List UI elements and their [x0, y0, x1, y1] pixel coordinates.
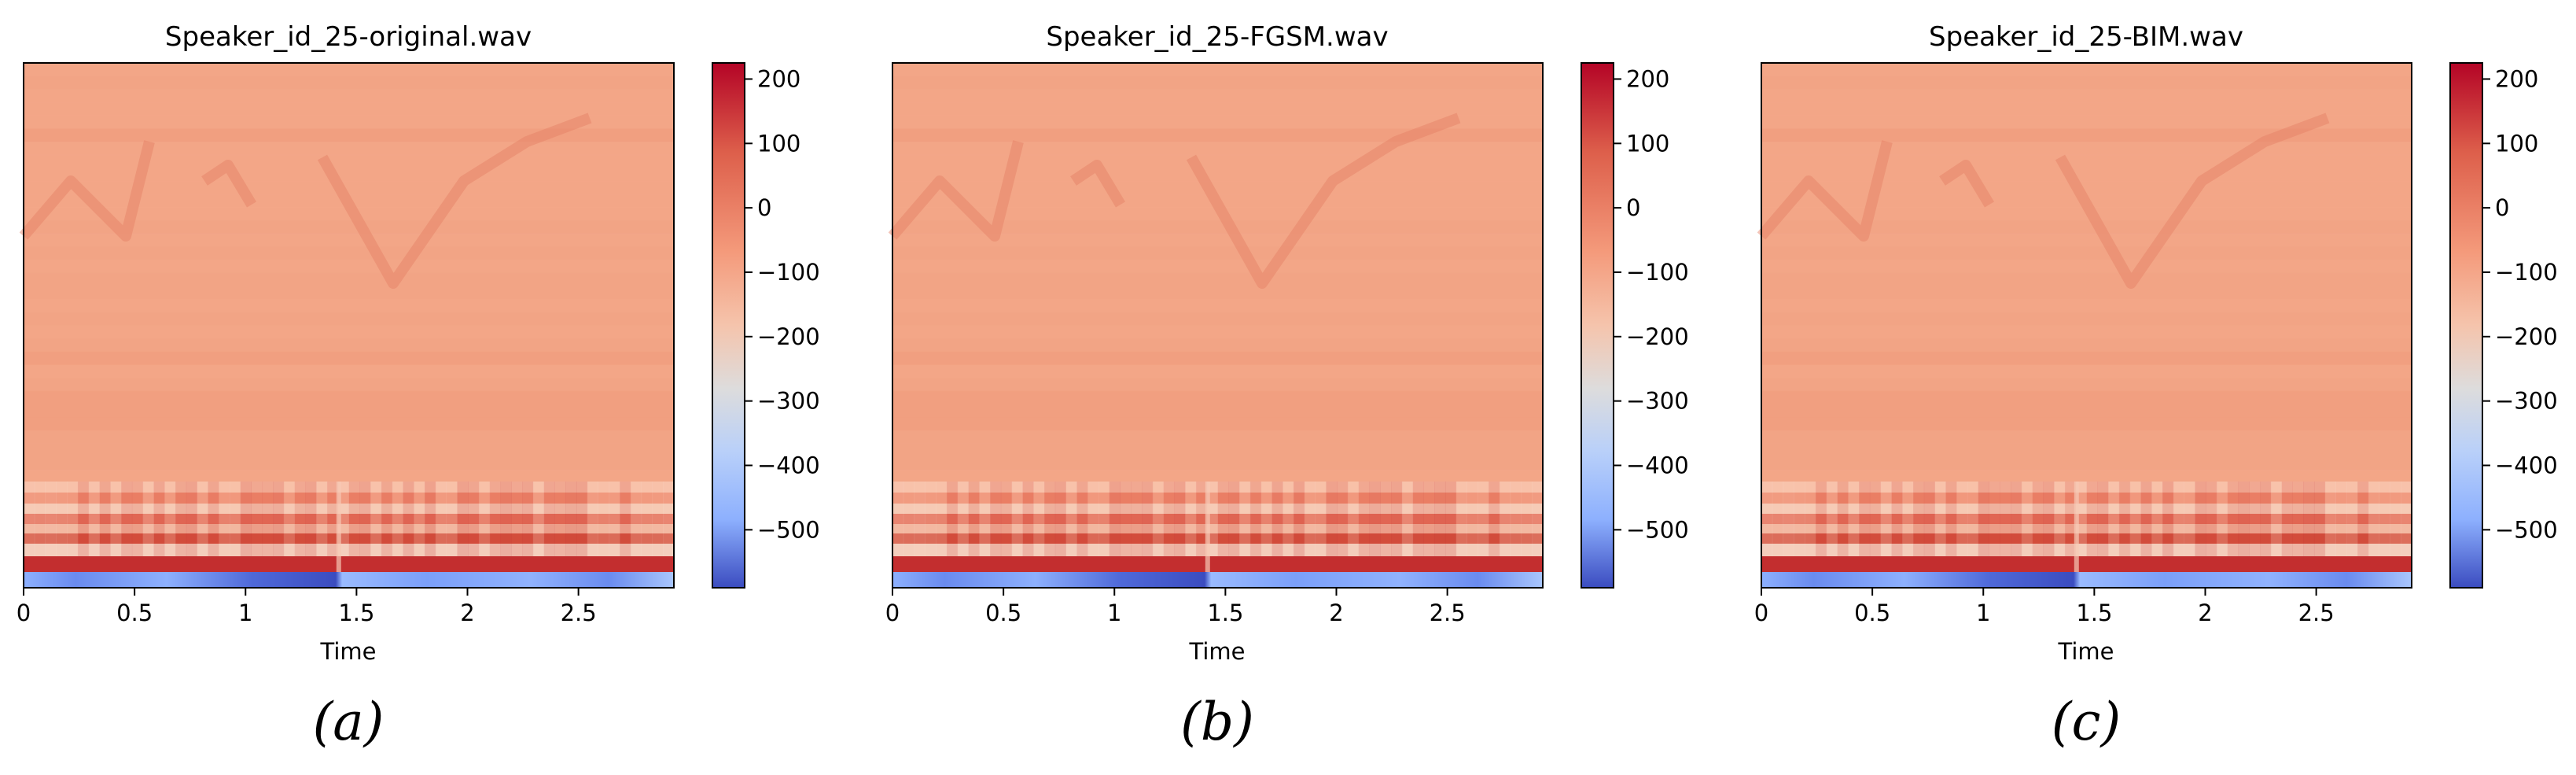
colorbar-tick-label: −400	[1626, 452, 1689, 479]
panel-caption: (a)	[313, 692, 385, 752]
x-tick-label: 1	[1107, 600, 1121, 626]
x-axis-label: Time	[1189, 638, 1246, 665]
colorbar-tick-label: 100	[757, 130, 800, 157]
colorbar-tick-label: 0	[1626, 194, 1640, 221]
x-tick-label: 1.5	[338, 600, 374, 626]
x-axis-label: Time	[320, 638, 377, 665]
colorbar-axis: 200 100 0 −100 −200 −300 −400 −500	[745, 65, 820, 543]
colorbar-tick-label: −200	[2495, 323, 2558, 350]
x-tick-label: 1.5	[1207, 600, 1243, 626]
colorbar-tick-label: −100	[2495, 259, 2558, 286]
x-axis-label: Time	[2058, 638, 2114, 665]
colorbar-tick-label: 0	[757, 194, 771, 221]
x-tick-label: 0.5	[1854, 600, 1890, 626]
colorbar-tick-label: 200	[2495, 65, 2538, 92]
x-axis: 0 0.5 1 1.5 2 2.5	[885, 588, 1466, 626]
colorbar-tick-label: −400	[757, 452, 820, 479]
x-tick-label: 1	[1976, 600, 1990, 626]
colorbar-tick-label: −200	[1626, 323, 1689, 350]
x-axis: 0 0.5 1 1.5 2 2.5	[17, 588, 597, 626]
colorbar-tick-label: −400	[2495, 452, 2558, 479]
chart-title: Speaker_id_25-original.wav	[165, 21, 532, 53]
x-axis: 0 0.5 1 1.5 2 2.5	[1754, 588, 2335, 626]
colorbar	[712, 62, 745, 589]
colorbar-tick-label: 0	[2495, 194, 2509, 221]
x-tick-label: 2	[460, 600, 474, 626]
colorbar-tick-label: −300	[2495, 388, 2558, 415]
panel-caption: (c)	[2052, 692, 2121, 752]
colorbar-tick-label: −100	[757, 259, 820, 286]
colorbar-tick-label: −300	[757, 388, 820, 415]
panel-a: Speaker_id_25-original.wav 0 0.5 1 1.5 2 2.5 …	[17, 21, 820, 752]
colorbar-tick-label: 200	[757, 65, 800, 92]
colorbar-tick-label: −200	[757, 323, 820, 350]
colorbar	[1581, 62, 1614, 589]
x-tick-label: 0.5	[116, 600, 153, 626]
x-tick-label: 2.5	[1430, 600, 1466, 626]
x-tick-label: 0	[885, 600, 900, 626]
heatmap-c	[1757, 63, 2412, 588]
x-tick-label: 0.5	[985, 600, 1021, 626]
heatmap-b	[888, 63, 1544, 588]
x-tick-label: 1	[238, 600, 252, 626]
colorbar-tick-label: −500	[2495, 516, 2558, 543]
heatmap-a	[19, 63, 675, 588]
colorbar-tick-label: −500	[757, 516, 820, 543]
colorbar-tick-label: −500	[1626, 516, 1689, 543]
x-tick-label: 2.5	[561, 600, 597, 626]
colorbar-tick-label: 100	[1626, 130, 1669, 157]
plot-frame	[23, 62, 675, 589]
colorbar-tick-label: 100	[2495, 130, 2538, 157]
plot-frame	[892, 62, 1544, 589]
chart-title: Speaker_id_25-FGSM.wav	[1046, 21, 1388, 53]
x-tick-label: 2	[2198, 600, 2212, 626]
colorbar-tick-label: −300	[1626, 388, 1689, 415]
x-tick-label: 0	[17, 600, 31, 626]
colorbar-tick-label: −100	[1626, 259, 1689, 286]
colorbar-axis: 200 100 0 −100 −200 −300 −400 −500	[2482, 65, 2558, 543]
panel-b: Speaker_id_25-FGSM.wav 0 0.5 1 1.5 2 2.5 Time…	[885, 21, 1689, 752]
colorbar	[2449, 62, 2483, 589]
x-tick-label: 1.5	[2076, 600, 2112, 626]
colorbar-tick-label: 200	[1626, 65, 1669, 92]
x-tick-label: 2	[1329, 600, 1343, 626]
x-tick-label: 2.5	[2298, 600, 2335, 626]
x-tick-label: 0	[1754, 600, 1768, 626]
chart-title: Speaker_id_25-BIM.wav	[1929, 21, 2243, 53]
panel-c: Speaker_id_25-BIM.wav 0 0.5 1 1.5 2 2.5 Time …	[1754, 21, 2558, 752]
colorbar-axis: 200 100 0 −100 −200 −300 −400 −500	[1614, 65, 1689, 543]
plot-frame	[1761, 62, 2412, 589]
panel-caption: (b)	[1180, 692, 1254, 752]
